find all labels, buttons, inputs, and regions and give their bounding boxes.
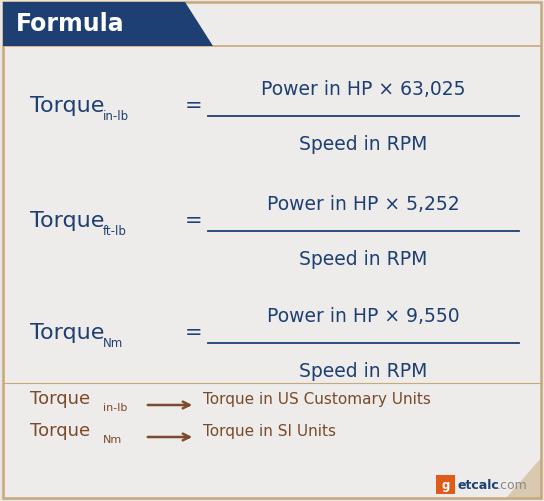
Text: =: = [185, 96, 202, 116]
Text: =: = [185, 322, 202, 342]
Text: etcalc: etcalc [457, 478, 499, 491]
Text: Nm: Nm [103, 434, 122, 444]
Text: Torque in SI Units: Torque in SI Units [203, 423, 336, 438]
Text: Speed in RPM: Speed in RPM [299, 361, 428, 380]
Text: Torque: Torque [30, 389, 90, 407]
Text: =: = [185, 210, 202, 230]
Text: Torque: Torque [30, 96, 104, 116]
Text: Speed in RPM: Speed in RPM [299, 249, 428, 269]
FancyBboxPatch shape [436, 475, 455, 494]
Text: in-lb: in-lb [103, 110, 129, 123]
Text: .com: .com [497, 478, 528, 491]
FancyBboxPatch shape [3, 3, 541, 498]
Text: Speed in RPM: Speed in RPM [299, 135, 428, 154]
Text: Power in HP × 9,550: Power in HP × 9,550 [267, 307, 460, 325]
Text: Power in HP × 63,025: Power in HP × 63,025 [261, 80, 466, 99]
Text: Power in HP × 5,252: Power in HP × 5,252 [267, 194, 460, 213]
Text: g: g [441, 478, 450, 491]
Polygon shape [506, 458, 541, 498]
Polygon shape [3, 3, 213, 47]
Text: in-lb: in-lb [103, 402, 127, 412]
Text: Torque in US Customary Units: Torque in US Customary Units [203, 391, 431, 406]
Text: Torque: Torque [30, 421, 90, 439]
Text: Torque: Torque [30, 322, 104, 342]
Text: Formula: Formula [16, 12, 125, 36]
Text: ft-lb: ft-lb [103, 224, 127, 237]
Text: Torque: Torque [30, 210, 104, 230]
Text: Nm: Nm [103, 336, 123, 349]
